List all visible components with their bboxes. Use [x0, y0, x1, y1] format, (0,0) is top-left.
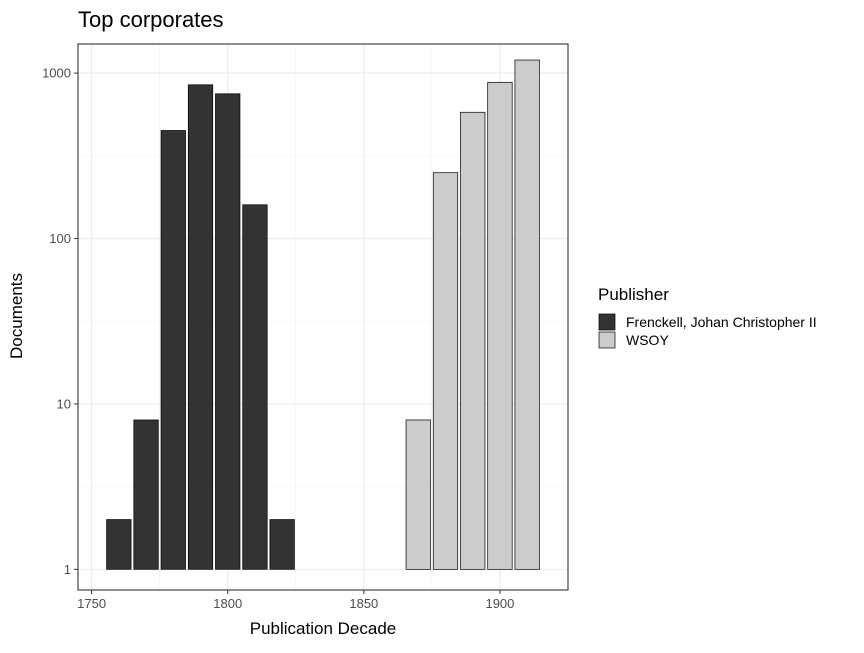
panel-border [77, 43, 569, 591]
y-axis-title: Documents [7, 273, 26, 359]
bar-series-1 [215, 93, 241, 570]
y-axis: 1 10 100 1000 [42, 66, 78, 577]
legend-label: Frenckell, Johan Christopher II [626, 314, 817, 330]
bar-series-1 [133, 419, 159, 570]
bar-series-2 [514, 59, 540, 570]
y-tick-label: 1000 [42, 66, 71, 81]
bar-series-1 [242, 204, 268, 570]
y-tick-label: 100 [49, 231, 71, 246]
legend-key [598, 331, 616, 349]
x-axis: 1750 1800 1850 1900 [77, 590, 514, 611]
y-tick-label: 1 [64, 562, 71, 577]
bars [106, 59, 540, 570]
legend: Publisher Frenckell, Johan Christopher I… [598, 285, 817, 349]
bar-series-2 [405, 419, 431, 570]
bar-series-1 [160, 130, 186, 570]
legend-items: Frenckell, Johan Christopher II WSOY [598, 313, 817, 349]
bar-series-2 [460, 111, 486, 570]
legend-title: Publisher [598, 285, 669, 304]
chart-title: Top corporates [78, 7, 224, 32]
legend-label: WSOY [626, 332, 669, 348]
bar-series-1 [106, 519, 132, 570]
legend-key [598, 313, 616, 331]
bar-series-2 [487, 81, 513, 570]
grid [78, 44, 568, 590]
bar-series-1 [269, 519, 295, 570]
bar-series-1 [187, 84, 214, 570]
x-tick-label: 1800 [213, 596, 242, 611]
x-tick-label: 1750 [77, 596, 106, 611]
x-tick-label: 1900 [485, 596, 514, 611]
x-axis-title: Publication Decade [250, 619, 396, 638]
x-tick-label: 1850 [349, 596, 378, 611]
bar-series-2 [432, 172, 459, 570]
y-tick-label: 10 [57, 396, 71, 411]
